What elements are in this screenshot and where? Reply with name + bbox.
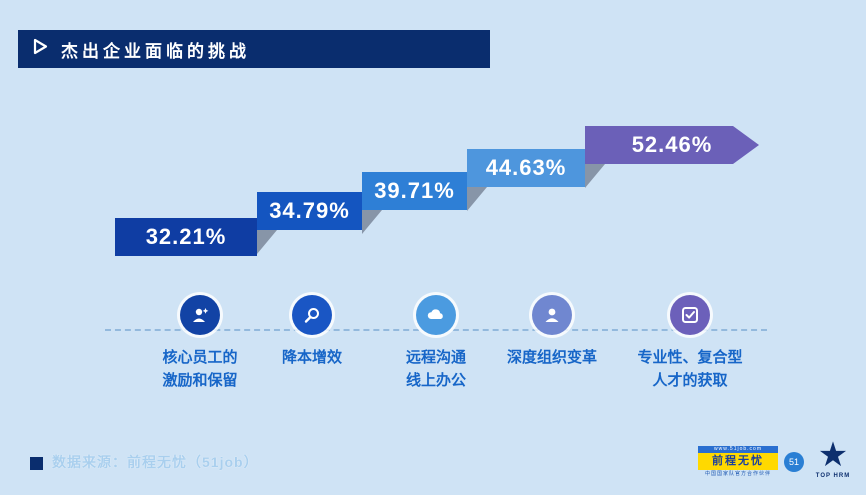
logo-tophrm: ★ TOP HRM — [810, 438, 856, 480]
cloud-icon — [416, 295, 456, 335]
step-fold — [257, 230, 277, 254]
category-label-1: 核心员工的 激励和保留 — [162, 349, 238, 389]
logo-51job-name: 前程无忧 — [698, 453, 778, 470]
step-fold — [585, 164, 605, 188]
chevron-right-icon — [32, 38, 49, 60]
step-fold — [362, 210, 382, 234]
data-source-text: 数据来源：前程无忧（51job） — [52, 454, 259, 470]
logo-51job: www.51job.com 前程无忧 中国国家队官方合作伙伴 — [698, 446, 778, 478]
category-label-3: 远程沟通 线上办公 — [405, 349, 466, 389]
step-fold — [467, 187, 487, 211]
step-percent-label: 34.79% — [269, 198, 350, 223]
step-block-4: 44.63% — [467, 149, 585, 187]
person-icon — [532, 295, 572, 335]
logo-51job-caption: 中国国家队官方合作伙伴 — [704, 471, 771, 477]
logo-tophrm-text: TOP HRM — [815, 473, 851, 479]
person-star-icon — [180, 295, 220, 335]
category-label-5: 专业性、复合型 人才的获取 — [637, 349, 743, 389]
search-icon — [292, 295, 332, 335]
check-square-icon — [670, 295, 710, 335]
page-title: 杰出企业面临的挑战 — [61, 41, 250, 61]
step-percent-label: 39.71% — [374, 178, 455, 203]
source-square-bullet — [30, 457, 43, 470]
category-label-4: 深度组织变革 — [506, 349, 597, 366]
star-icon: ★ — [817, 436, 849, 474]
logo-emblem-badge: 51 — [784, 452, 804, 472]
step-block-2: 34.79% — [257, 192, 362, 230]
step-block-5-arrow: 52.46% — [585, 126, 759, 164]
step-block-3: 39.71% — [362, 172, 467, 210]
title-banner: 杰出企业面临的挑战 — [18, 30, 490, 68]
logo-51job-url: www.51job.com — [698, 446, 778, 453]
category-label-2: 降本增效 — [281, 349, 342, 366]
step-percent-label: 32.21% — [145, 224, 227, 249]
step-percent-label: 52.46% — [631, 132, 713, 157]
step-percent-label: 44.63% — [485, 155, 567, 180]
step-block-1: 32.21% — [115, 218, 257, 256]
